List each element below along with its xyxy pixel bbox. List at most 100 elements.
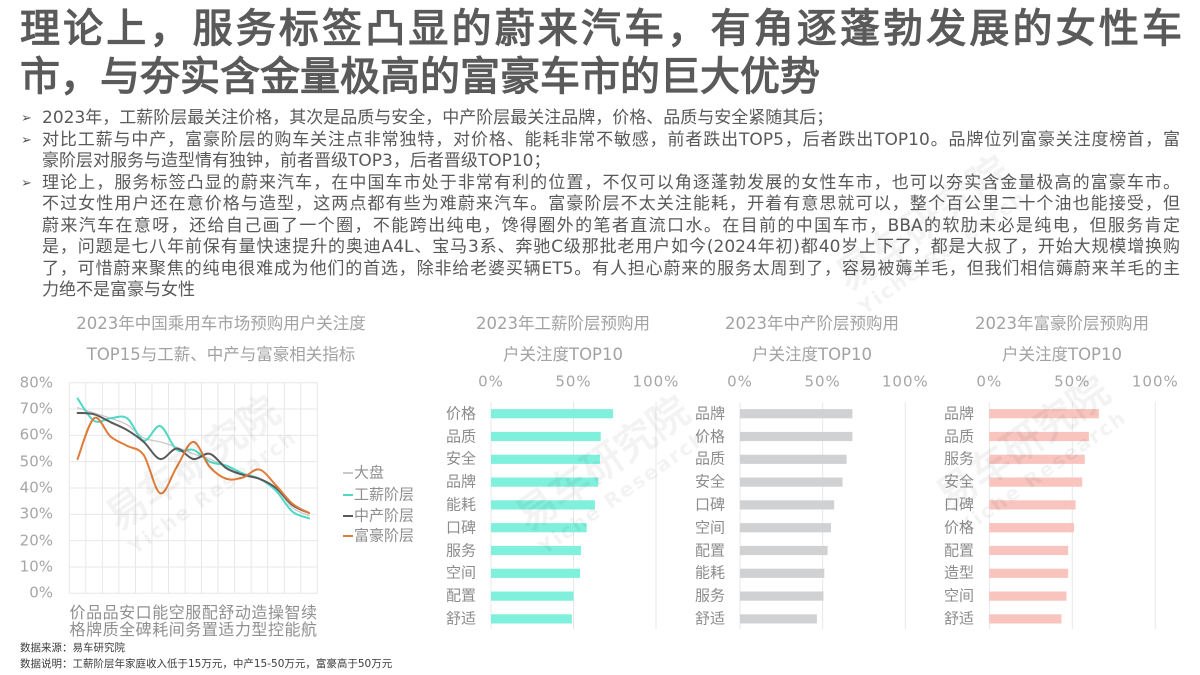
bar-category-label: 品质 (445, 427, 476, 445)
y-axis-tick-label: 10% (19, 557, 53, 576)
x-axis-category-label: 格 (69, 620, 86, 639)
x-axis-category-label: 动 (234, 603, 251, 622)
bar-chart-title: 户关注度TOP10 (751, 344, 873, 364)
x-axis-category-label: 间 (168, 620, 185, 639)
bullet-text-line: 了，可惜蔚来聚焦的纯电很难成为他们的首选，除非给老婆买辆ET5。有人担心蔚来的服… (42, 258, 1180, 279)
slide-title: 理论上，服务标签凸显的蔚来汽车，有角逐蓬勃发展的女性车 市，与夯实含金量极高的富… (20, 5, 1182, 101)
x-axis-category-label: 碑 (135, 620, 152, 639)
bar-category-label: 舒适 (694, 609, 725, 628)
bar-category-label: 口碑 (694, 495, 725, 514)
arrow-bullet-icon: ➢ (21, 132, 32, 148)
bar-chart-title: 户关注度TOP10 (1001, 344, 1123, 364)
y-axis-tick-label: 60% (19, 425, 53, 444)
slide-title-line: 理论上，服务标签凸显的蔚来汽车，有角逐蓬勃发展的女性车 (20, 6, 1182, 52)
legend-marker (343, 472, 353, 474)
x-axis-category-label: 品 (86, 603, 103, 622)
bullet-item: ➢ 2023年，工薪阶层最关注价格，其次是品质与安全，中产阶层最关注品牌，价格、… (20, 108, 1185, 130)
y-axis-tick-label: 40% (19, 478, 53, 497)
x-axis-category-label: 造 (251, 603, 268, 622)
line-chart-title: TOP15与工薪、中产与富豪相关指标 (86, 344, 356, 364)
x-axis-category-label: 价 (69, 603, 86, 622)
legend-label: 富豪阶层 (354, 526, 415, 545)
legend-marker (343, 535, 353, 537)
x-axis-category-label: 能 (284, 620, 301, 639)
bar-category-label: 品牌 (943, 404, 974, 423)
x-axis-category-label: 安 (119, 603, 136, 622)
bar-category-label: 品质 (943, 427, 974, 445)
bullet-continuation: 豪阶层对服务与造型情有独钟，前者晋级TOP3，后者晋级TOP10； (20, 151, 1185, 173)
bullet-text-line: 理论上，服务标签凸显的蔚来汽车，在中国车市处于非常有利的位置，不仅可以角逐蓬勃发… (42, 172, 1180, 193)
x-axis-category-label: 力 (234, 620, 251, 639)
legend-label: 大盘 (354, 463, 385, 482)
legend-marker (343, 494, 353, 496)
data-description-note: 数据说明：工薪阶层年家庭收入低于15万元，中产15-50万元，富豪高于50万元 (20, 658, 393, 670)
bar-category-label: 空间 (694, 518, 725, 537)
bullet-text-line: 2023年，工薪阶层最关注价格，其次是品质与安全，中产阶层最关注品牌，价格、品质… (42, 108, 834, 128)
bar-category-label: 配置 (445, 586, 476, 605)
bullet-continuation: 不过女性用户还在意价格与造型，这两点都有些为难蔚来汽车。富豪阶层不太关注能耗，开… (20, 194, 1185, 216)
bullet-item: ➢ 理论上，服务标签凸显的蔚来汽车，在中国车市处于非常有利的位置，不仅可以角逐蓬… (20, 173, 1185, 195)
bar-category-label: 价格 (445, 404, 476, 423)
x-axis-category-label: 耗 (152, 620, 169, 639)
line-chart-title: 2023年中国乘用车市场预购用户关注度 (76, 313, 366, 333)
bar-category-label: 能耗 (445, 495, 476, 514)
x-axis-category-label: 舒 (218, 603, 235, 622)
bar-category-label: 空间 (445, 563, 476, 582)
bar-category-label: 能耗 (694, 563, 725, 582)
arrow-bullet-icon: ➢ (21, 175, 32, 191)
x-axis-tick-label: 0% (478, 372, 504, 391)
bar-category-label: 口碑 (445, 518, 476, 537)
bar-category-label: 造型 (943, 563, 974, 582)
x-axis-category-label: 服 (185, 603, 202, 622)
bullet-item: ➢ 对比工薪与中产，富豪阶层的购车关注点非常独特，对价格、能耗非常不敏感，前者跌… (20, 130, 1185, 152)
x-axis-category-label: 航 (301, 620, 318, 639)
legend-label: 工薪阶层 (354, 485, 415, 504)
bullet-text-line: 是，问题是七八年前保有量快速提升的奥迪A4L、宝马3系、奔驰C级那批老用户如今(… (42, 237, 1180, 257)
bullet-text-line: 对比工薪与中产，富豪阶层的购车关注点非常独特，对价格、能耗非常不敏感，前者跌出T… (42, 129, 1180, 150)
x-axis-category-label: 务 (185, 620, 202, 639)
x-axis-tick-label: 50% (555, 372, 592, 391)
y-axis-tick-label: 0% (29, 583, 53, 602)
bar-chart-title: 户关注度TOP10 (502, 344, 624, 364)
x-axis-tick-label: 0% (727, 372, 753, 391)
x-axis-category-label: 置 (201, 620, 218, 639)
bar-category-label: 安全 (694, 472, 725, 491)
bar-category-label: 品质 (694, 449, 725, 468)
x-axis-category-label: 全 (119, 620, 136, 639)
slide-title-line: 市，与夯实含金量极高的富豪车市的巨大优势 (20, 54, 820, 100)
bar-category-label: 舒适 (943, 609, 974, 628)
x-axis-category-label: 口 (135, 603, 152, 622)
bullet-list: ➢ 2023年，工薪阶层最关注价格，其次是品质与安全，中产阶层最关注品牌，价格、… (20, 108, 1185, 302)
bullet-text-line: 豪阶层对服务与造型情有独钟，前者晋级TOP3，后者晋级TOP10； (42, 151, 551, 171)
bar-category-label: 口碑 (943, 495, 974, 514)
arrow-bullet-icon: ➢ (21, 111, 32, 126)
x-axis-tick-label: 100% (632, 372, 680, 391)
x-axis-category-label: 型 (251, 620, 268, 639)
bar-category-label: 品牌 (694, 404, 725, 423)
bullet-continuation: 了，可惜蔚来聚焦的纯电很难成为他们的首选，除非给老婆买辆ET5。有人担心蔚来的服… (20, 259, 1185, 281)
bar-category-label: 服务 (445, 541, 476, 559)
bar-category-label: 舒适 (445, 609, 476, 628)
bar-category-label: 价格 (943, 518, 974, 537)
bullet-text-line: 不过女性用户还在意价格与造型，这两点都有些为难蔚来汽车。富豪阶层不太关注能耗，开… (42, 194, 1180, 214)
bar-chart-title: 2023年中产阶层预购用 (725, 313, 899, 333)
legend-label: 中产阶层 (354, 506, 415, 525)
y-axis-tick-label: 50% (19, 452, 53, 471)
bar-category-label: 品牌 (445, 472, 476, 491)
x-axis-category-label: 配 (201, 603, 218, 622)
bar-category-label: 价格 (694, 427, 725, 445)
x-axis-category-label: 适 (218, 620, 235, 639)
bar-category-label: 安全 (943, 472, 974, 491)
bullet-continuation: 力绝不是富豪与女性 (20, 280, 1185, 302)
x-axis-category-label: 品 (102, 603, 119, 622)
bullet-continuation: 蔚来汽车在意呀，还给自己画了一个圈，不能跨出纯电，馋得圈外的笔者直流口水。在目前… (20, 216, 1185, 238)
x-axis-tick-label: 50% (804, 372, 841, 391)
bar-category-label: 空间 (943, 586, 974, 605)
footer-notes: 数据来源：易车研究院 数据说明：工薪阶层年家庭收入低于15万元，中产15-50万… (20, 640, 392, 672)
x-axis-category-label: 控 (267, 620, 284, 639)
bar-chart-title: 2023年富豪阶层预购用 (975, 313, 1149, 333)
x-axis-tick-label: 0% (976, 372, 1003, 391)
x-axis-category-label: 智 (284, 603, 301, 622)
